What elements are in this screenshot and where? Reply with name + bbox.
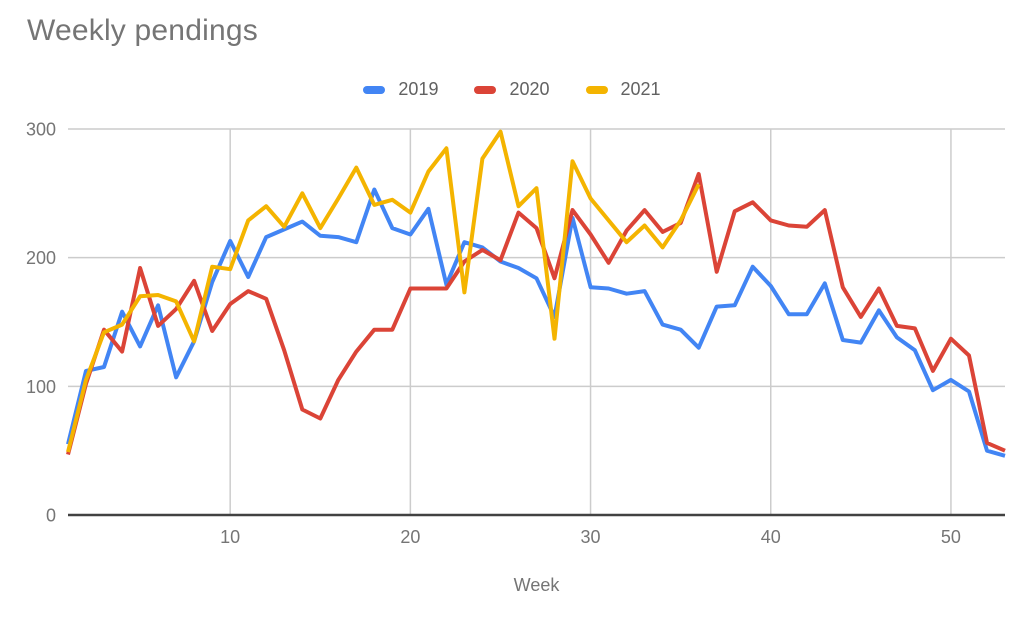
y-tick-label-0: 0 (46, 506, 56, 526)
x-tick-label-50: 50 (941, 527, 961, 547)
legend-swatch-2020-icon (474, 85, 497, 94)
legend-label-2019: 2019 (398, 79, 439, 99)
legend-item-2021: 2021 (585, 79, 661, 100)
legend-swatch-2019-icon (363, 85, 386, 94)
y-tick-label-200: 200 (26, 248, 56, 268)
x-axis-title: Week (514, 575, 561, 595)
x-tick-label-40: 40 (761, 527, 781, 547)
y-tick-label-300: 300 (26, 120, 56, 140)
legend: 2019 2020 2021 (0, 79, 1024, 100)
legend-label-2020: 2020 (509, 79, 550, 99)
x-tick-label-30: 30 (581, 527, 601, 547)
chart-title: Weekly pendings (27, 14, 258, 47)
x-tick-label-10: 10 (220, 527, 240, 547)
y-tick-label-100: 100 (26, 377, 56, 397)
legend-item-2019: 2019 (363, 79, 438, 100)
legend-label-2021: 2021 (620, 79, 661, 99)
legend-swatch-2021-icon (585, 85, 608, 94)
series-line-2021 (66, 129, 701, 453)
series-line-2019 (66, 187, 1006, 458)
x-tick-label-20: 20 (400, 527, 420, 547)
legend-item-2020: 2020 (474, 79, 550, 100)
series-line-2020 (66, 172, 1006, 455)
